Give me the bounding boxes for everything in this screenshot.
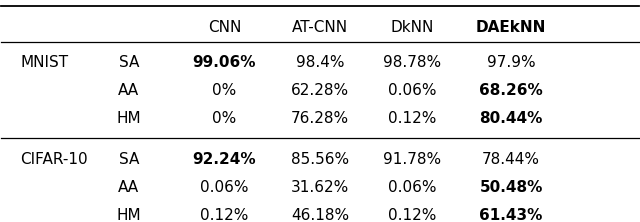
Text: DAEkNN: DAEkNN bbox=[476, 20, 547, 35]
Text: MNIST: MNIST bbox=[20, 55, 68, 70]
Text: 50.48%: 50.48% bbox=[479, 180, 543, 195]
Text: CNN: CNN bbox=[208, 20, 241, 35]
Text: DkNN: DkNN bbox=[390, 20, 434, 35]
Text: 62.28%: 62.28% bbox=[291, 83, 349, 98]
Text: 98.4%: 98.4% bbox=[296, 55, 344, 70]
Text: 98.78%: 98.78% bbox=[383, 55, 442, 70]
Text: 0.12%: 0.12% bbox=[388, 111, 436, 126]
Text: 0.12%: 0.12% bbox=[200, 208, 248, 222]
Text: SA: SA bbox=[118, 152, 139, 167]
Text: 85.56%: 85.56% bbox=[291, 152, 349, 167]
Text: 0.06%: 0.06% bbox=[388, 180, 436, 195]
Text: 91.78%: 91.78% bbox=[383, 152, 442, 167]
Text: AA: AA bbox=[118, 83, 140, 98]
Text: 68.26%: 68.26% bbox=[479, 83, 543, 98]
Text: 99.06%: 99.06% bbox=[193, 55, 256, 70]
Text: 0%: 0% bbox=[212, 111, 237, 126]
Text: 92.24%: 92.24% bbox=[193, 152, 256, 167]
Text: 0%: 0% bbox=[212, 83, 237, 98]
Text: HM: HM bbox=[116, 208, 141, 222]
Text: 97.9%: 97.9% bbox=[487, 55, 536, 70]
Text: SA: SA bbox=[118, 55, 139, 70]
Text: CIFAR-10: CIFAR-10 bbox=[20, 152, 88, 167]
Text: 61.43%: 61.43% bbox=[479, 208, 543, 222]
Text: 31.62%: 31.62% bbox=[291, 180, 349, 195]
Text: 76.28%: 76.28% bbox=[291, 111, 349, 126]
Text: HM: HM bbox=[116, 111, 141, 126]
Text: 78.44%: 78.44% bbox=[482, 152, 540, 167]
Text: 0.12%: 0.12% bbox=[388, 208, 436, 222]
Text: 46.18%: 46.18% bbox=[291, 208, 349, 222]
Text: 0.06%: 0.06% bbox=[200, 180, 249, 195]
Text: 80.44%: 80.44% bbox=[479, 111, 543, 126]
Text: AT-CNN: AT-CNN bbox=[292, 20, 348, 35]
Text: AA: AA bbox=[118, 180, 140, 195]
Text: 0.06%: 0.06% bbox=[388, 83, 436, 98]
